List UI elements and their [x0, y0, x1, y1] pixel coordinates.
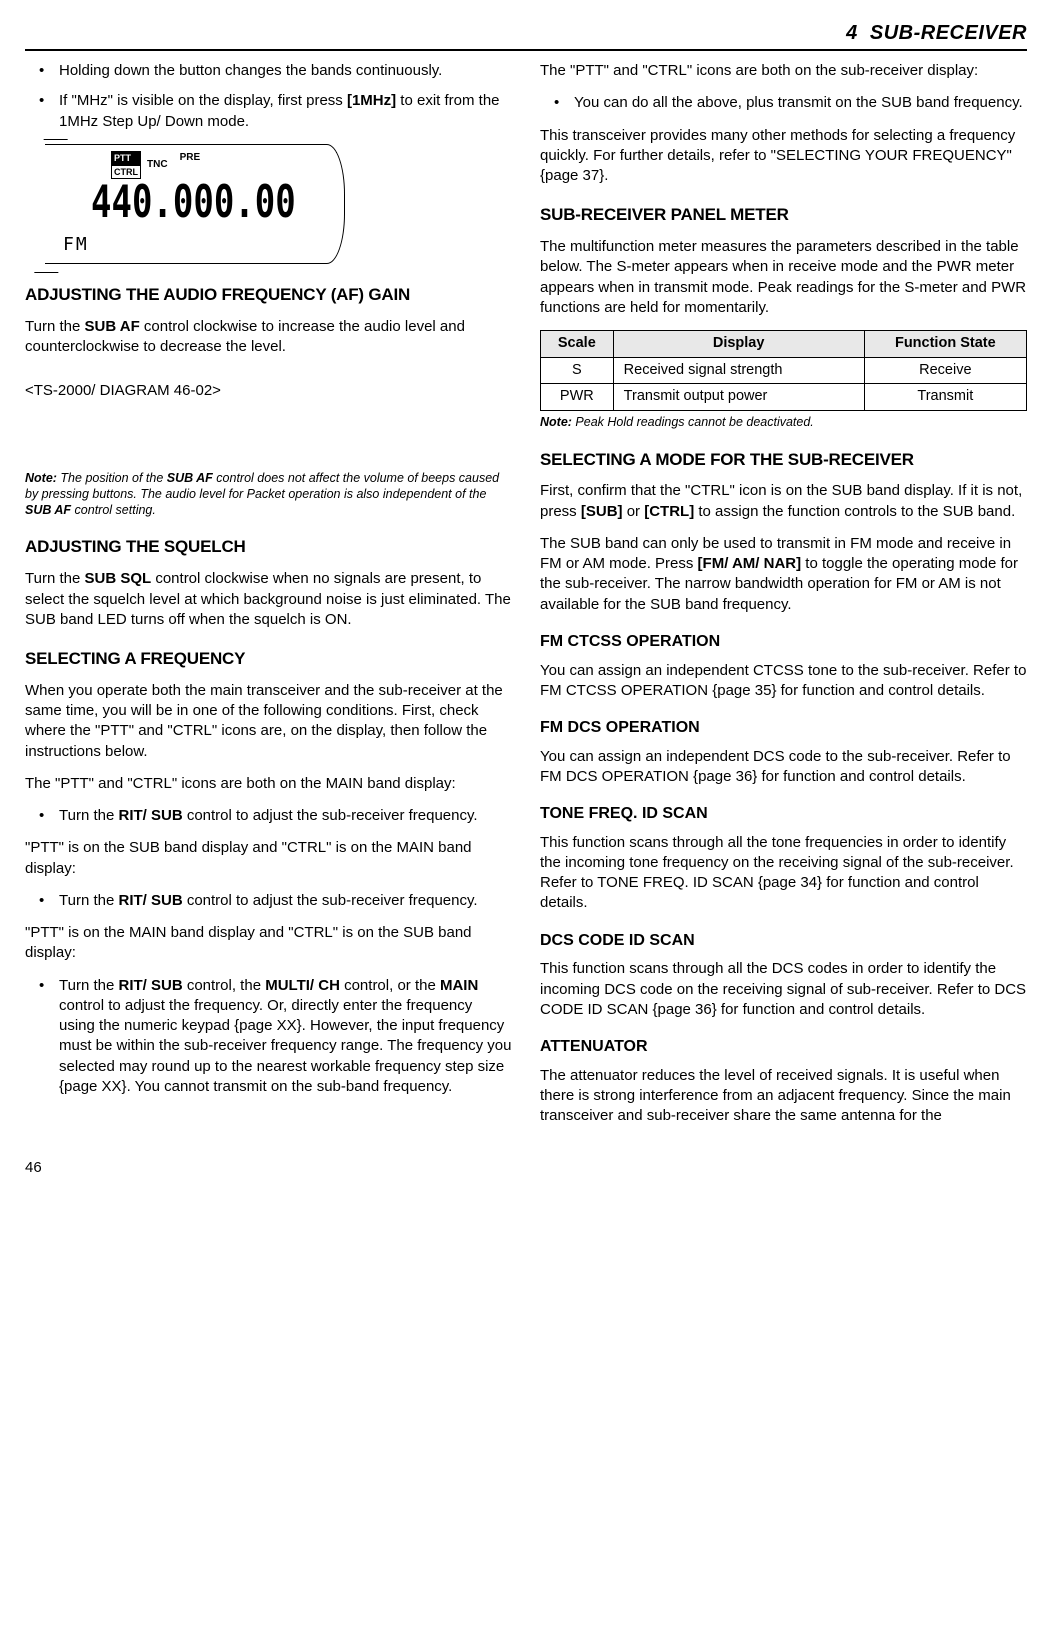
meter-note: Note: Peak Hold readings cannot be deact…: [540, 415, 1027, 431]
meter-table: Scale Display Function State S Received …: [540, 330, 1027, 411]
list-item: Turn the RIT/ SUB control to adjust the …: [25, 806, 512, 826]
table-cell: Received signal strength: [613, 357, 864, 384]
table-cell: Transmit output power: [613, 384, 864, 411]
squelch-text: Turn the SUB SQL control clockwise when …: [25, 569, 512, 630]
af-gain-text: Turn the SUB AF control clockwise to inc…: [25, 317, 512, 358]
paragraph: This transceiver provides many other met…: [540, 126, 1027, 187]
attenuator-heading: ATTENUATOR: [540, 1036, 1027, 1058]
table-row: PWR Transmit output power Transmit: [541, 384, 1027, 411]
table-cell: PWR: [541, 384, 614, 411]
right-column: The "PTT" and "CTRL" icons are both on t…: [540, 61, 1027, 1138]
page-number: 46: [25, 1158, 1027, 1178]
list-item: If "MHz" is visible on the display, firs…: [25, 91, 512, 132]
paragraph: The "PTT" and "CTRL" icons are both on t…: [540, 61, 1027, 81]
paragraph: "PTT" is on the MAIN band display and "C…: [25, 923, 512, 964]
paragraph: The multifunction meter measures the par…: [540, 237, 1027, 318]
af-gain-note: Note: The position of the SUB AF control…: [25, 471, 512, 518]
paragraph: This function scans through all the tone…: [540, 833, 1027, 914]
table-cell: S: [541, 357, 614, 384]
tone-heading: TONE FREQ. ID SCAN: [540, 803, 1027, 825]
panel-meter-heading: SUB-RECEIVER PANEL METER: [540, 204, 1027, 227]
dcs-heading: FM DCS OPERATION: [540, 717, 1027, 739]
table-header-row: Scale Display Function State: [541, 331, 1027, 358]
paragraph: You can assign an independent DCS code t…: [540, 747, 1027, 788]
squelch-heading: ADJUSTING THE SQUELCH: [25, 536, 512, 559]
lcd-display: PTT CTRL TNC PRE 440.000.00 FM: [45, 144, 345, 264]
lcd-frequency: 440.000.00: [91, 174, 334, 234]
chapter-title: SUB-RECEIVER: [870, 22, 1027, 44]
paragraph: You can assign an independent CTCSS tone…: [540, 661, 1027, 702]
ptt-icon: PTT: [111, 151, 141, 165]
paragraph: When you operate both the main transceiv…: [25, 681, 512, 762]
intro-bullet-list: Holding down the button changes the band…: [25, 61, 512, 132]
list-item: Holding down the button changes the band…: [25, 61, 512, 81]
paragraph: The SUB band can only be used to transmi…: [540, 534, 1027, 615]
bullet-list: Turn the RIT/ SUB control to adjust the …: [25, 891, 512, 911]
bullet-list: You can do all the above, plus transmit …: [540, 93, 1027, 113]
list-item: Turn the RIT/ SUB control to adjust the …: [25, 891, 512, 911]
af-gain-heading: ADJUSTING THE AUDIO FREQUENCY (AF) GAIN: [25, 284, 512, 307]
paragraph: The attenuator reduces the level of rece…: [540, 1066, 1027, 1127]
bullet-list: Turn the RIT/ SUB control, the MULTI/ CH…: [25, 976, 512, 1098]
dcsid-heading: DCS CODE ID SCAN: [540, 930, 1027, 952]
lcd-mode: FM: [63, 233, 334, 257]
table-row: S Received signal strength Receive: [541, 357, 1027, 384]
paragraph: First, confirm that the "CTRL" icon is o…: [540, 481, 1027, 522]
left-column: Holding down the button changes the band…: [25, 61, 512, 1138]
select-mode-heading: SELECTING A MODE FOR THE SUB-RECEIVER: [540, 449, 1027, 472]
bullet-list: Turn the RIT/ SUB control to adjust the …: [25, 806, 512, 826]
table-header: Display: [613, 331, 864, 358]
ctcss-heading: FM CTCSS OPERATION: [540, 631, 1027, 653]
paragraph: The "PTT" and "CTRL" icons are both on t…: [25, 774, 512, 794]
paragraph: This function scans through all the DCS …: [540, 959, 1027, 1020]
page-header: 4 SUB-RECEIVER: [25, 20, 1027, 51]
table-cell: Transmit: [864, 384, 1026, 411]
chapter-number: 4: [846, 22, 858, 44]
list-item: Turn the RIT/ SUB control, the MULTI/ CH…: [25, 976, 512, 1098]
list-item: You can do all the above, plus transmit …: [540, 93, 1027, 113]
select-freq-heading: SELECTING A FREQUENCY: [25, 648, 512, 671]
tnc-icon: TNC: [147, 158, 168, 172]
paragraph: "PTT" is on the SUB band display and "CT…: [25, 838, 512, 879]
table-header: Scale: [541, 331, 614, 358]
pre-icon: PRE: [180, 151, 201, 165]
table-cell: Receive: [864, 357, 1026, 384]
diagram-reference: <TS-2000/ DIAGRAM 46-02>: [25, 381, 512, 401]
table-header: Function State: [864, 331, 1026, 358]
